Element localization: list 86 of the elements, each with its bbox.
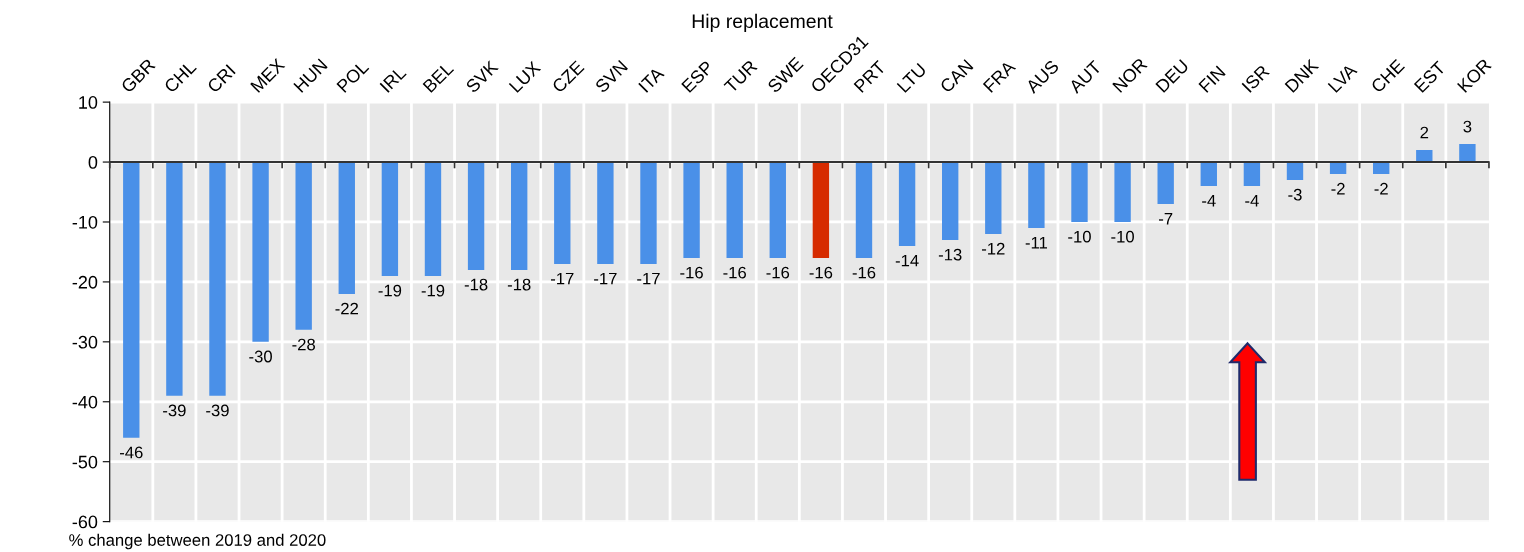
y-tick-label: -30 <box>72 335 98 349</box>
data-label: -12 <box>981 242 1005 255</box>
bar <box>1329 162 1347 175</box>
y-tick-label: 10 <box>79 96 98 109</box>
bar <box>166 162 183 396</box>
data-label: -4 <box>1245 194 1259 207</box>
bar <box>1071 162 1088 222</box>
data-label: 3 <box>1463 120 1472 133</box>
x-tick-label: ITA <box>638 66 665 93</box>
data-label: -19 <box>421 284 445 297</box>
bar <box>1200 162 1217 187</box>
y-tick-label: -50 <box>72 455 98 469</box>
x-tick-label: POL <box>336 59 370 93</box>
bar <box>424 162 442 276</box>
data-label: -17 <box>594 272 617 285</box>
chart-title: Hip replacement <box>692 13 833 32</box>
y-tick-label: -60 <box>72 515 98 529</box>
data-label: -19 <box>378 284 402 297</box>
data-label: -2 <box>1331 182 1345 195</box>
bar <box>209 162 226 396</box>
x-tick-label: CRI <box>206 64 236 94</box>
data-label: -39 <box>206 404 229 417</box>
y-tick-label: -10 <box>72 215 98 229</box>
x-tick-label: CHL <box>163 59 197 94</box>
data-label: -2 <box>1374 182 1388 195</box>
bar <box>1243 162 1261 187</box>
data-label: -4 <box>1202 194 1216 207</box>
data-label: -17 <box>637 272 660 285</box>
bar <box>1028 162 1045 228</box>
bar <box>1416 150 1433 163</box>
bar <box>726 162 743 258</box>
data-label: -17 <box>550 272 574 285</box>
data-label: -30 <box>249 350 272 363</box>
bar <box>123 162 140 438</box>
bar <box>1459 144 1476 163</box>
y-tick-label: -40 <box>72 395 98 409</box>
data-label: -10 <box>1111 230 1134 243</box>
y-tick-label: 0 <box>88 155 98 169</box>
bar <box>338 162 355 294</box>
data-label: -22 <box>335 302 358 315</box>
text: % change between 2019 and 2020 <box>69 533 326 550</box>
bar <box>597 162 614 264</box>
data-label: -39 <box>163 404 186 417</box>
data-label: -13 <box>938 248 962 261</box>
data-label: -28 <box>292 338 315 351</box>
x-tick-label: FRA <box>982 59 1017 93</box>
bar <box>554 162 571 264</box>
bar <box>942 162 959 240</box>
data-label: -16 <box>766 266 790 279</box>
bar <box>1114 162 1131 222</box>
y-tick-label: -20 <box>72 275 98 289</box>
data-label: -16 <box>680 266 703 279</box>
data-label: -10 <box>1068 230 1091 243</box>
x-tick-label: LVA <box>1327 62 1358 93</box>
bar <box>510 162 528 270</box>
x-tick-label: FIN <box>1198 65 1226 93</box>
bar <box>985 162 1002 234</box>
data-label: -18 <box>464 278 488 291</box>
data-label: -18 <box>507 278 531 291</box>
bar <box>467 162 485 270</box>
x-tick-label: IRL <box>379 65 407 93</box>
data-label: 2 <box>1420 126 1429 139</box>
bar <box>855 162 873 258</box>
data-label: -16 <box>723 266 746 279</box>
x-tick-label: TUR <box>723 59 758 94</box>
bar <box>683 162 700 258</box>
bar <box>295 162 312 330</box>
bar <box>252 162 269 342</box>
data-label: -3 <box>1288 188 1302 201</box>
bar <box>898 162 916 246</box>
data-label: -16 <box>809 266 833 279</box>
x-tick-label: BEL <box>422 61 455 93</box>
data-label: -7 <box>1159 212 1173 225</box>
bar <box>769 162 786 258</box>
data-label: -14 <box>895 254 919 267</box>
data-label: -11 <box>1025 236 1048 249</box>
bar <box>381 162 399 276</box>
bar <box>812 162 830 258</box>
data-label: -16 <box>852 266 876 279</box>
x-tick-label: ISR <box>1241 64 1271 93</box>
bar <box>640 162 657 264</box>
data-label: -46 <box>119 446 143 459</box>
x-tick-label: LTU <box>896 62 927 93</box>
bar <box>1286 162 1304 181</box>
bar <box>1157 162 1174 204</box>
bar <box>1373 162 1390 175</box>
